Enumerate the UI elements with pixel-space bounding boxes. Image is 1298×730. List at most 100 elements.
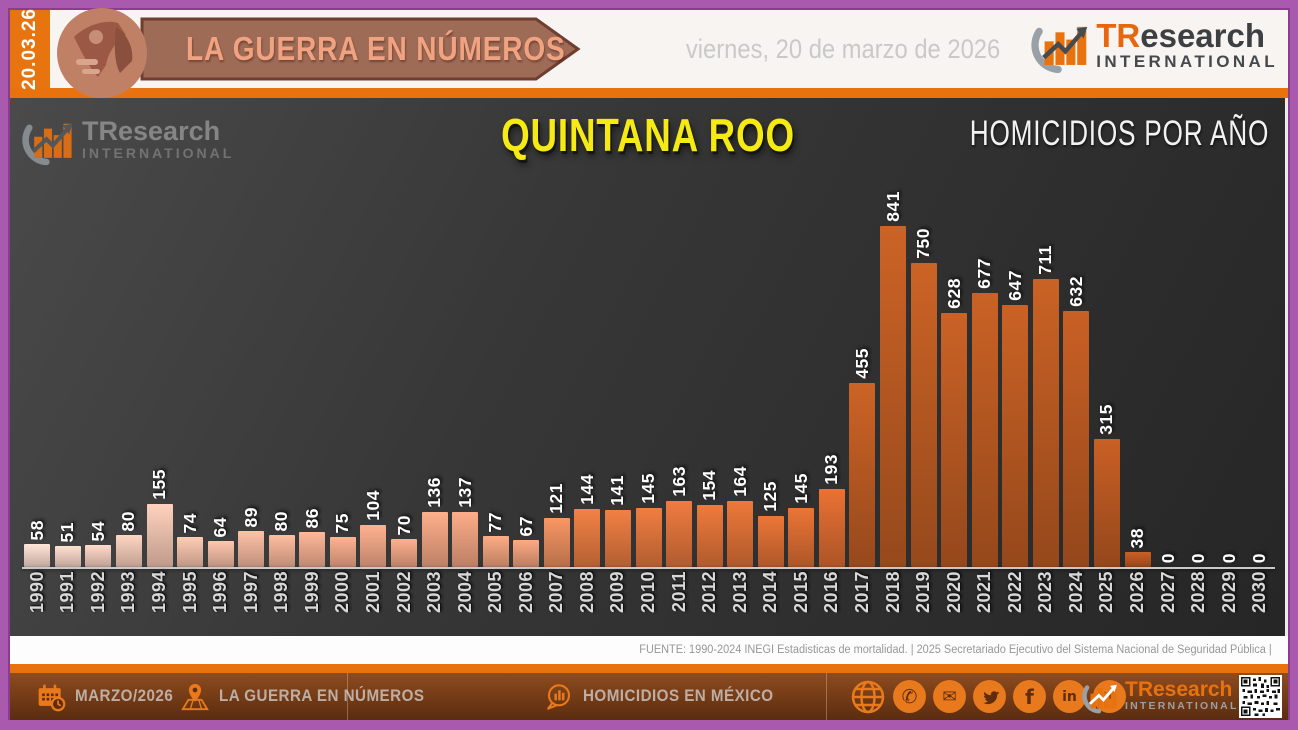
year-label: 2014	[760, 571, 781, 614]
bar-1992	[85, 545, 112, 567]
year-column: 2012	[694, 571, 725, 633]
year-label: 2001	[362, 571, 383, 614]
year-label: 1993	[118, 571, 139, 614]
x-axis-baseline	[22, 567, 1275, 569]
year-label: 2004	[454, 571, 475, 614]
year-column: 2029	[1214, 571, 1245, 633]
year-label: 2024	[1065, 571, 1086, 614]
bar-value-label: 0	[1188, 552, 1209, 563]
year-column: 1990	[22, 571, 53, 633]
bar-value-label: 711	[1035, 245, 1056, 275]
year-column: 2022	[1000, 571, 1031, 633]
linkedin-glyph: in	[1062, 688, 1077, 705]
banner-title: LA GUERRA EN NÚMEROS	[186, 30, 566, 67]
bar-column: 74	[175, 513, 206, 567]
bar-column: 125	[756, 481, 787, 567]
bar-column: 632	[1061, 276, 1092, 567]
year-label: 2015	[790, 571, 811, 614]
bar-value-label: 70	[393, 514, 414, 535]
bar-2002	[391, 539, 418, 567]
bar-column: 0	[1183, 553, 1214, 567]
bar-value-label: 155	[149, 469, 170, 500]
bar-2008	[574, 509, 601, 567]
bar-value-label: 54	[87, 520, 108, 541]
brand-rest: esearch	[118, 116, 221, 147]
bar-column: 141	[603, 475, 634, 567]
orange-strip-bottom	[10, 664, 1288, 673]
footer-topic-label: HOMICIDIOS EN MÉXICO	[583, 687, 774, 705]
footer-divider	[347, 673, 348, 720]
email-icon[interactable]: ✉	[933, 680, 966, 713]
year-column: 1991	[53, 571, 84, 633]
year-label: 1997	[240, 571, 261, 614]
tresearch-logo-footer: TResearch INTERNATIONAL	[1082, 678, 1239, 714]
bar-value-label: 80	[118, 510, 139, 531]
year-column: 1999	[297, 571, 328, 633]
bar-column: 137	[450, 477, 481, 567]
phone-icon[interactable]: ✆	[893, 680, 926, 713]
year-column: 2026	[1122, 571, 1153, 633]
bar-value-label: 75	[332, 512, 353, 533]
bar-2011	[666, 501, 693, 567]
year-label: 2023	[1035, 571, 1056, 614]
globe-icon[interactable]	[850, 679, 886, 715]
bar-value-label: 64	[210, 516, 231, 537]
bar-2019	[910, 263, 937, 567]
year-column: 2009	[603, 571, 634, 633]
bar-column: 89	[236, 507, 267, 567]
bar-column: 164	[725, 466, 756, 567]
footer-month: MARZO/2026	[36, 673, 182, 720]
year-column: 1992	[83, 571, 114, 633]
bar-column: 145	[786, 473, 817, 567]
bar-column: 144	[572, 474, 603, 567]
bar-value-label: 315	[1096, 404, 1117, 435]
bar-column: 80	[114, 511, 145, 567]
facebook-icon[interactable]: f	[1013, 680, 1046, 713]
twitter-icon[interactable]	[973, 680, 1006, 713]
year-label: 2016	[821, 571, 842, 614]
bar-1996	[207, 541, 234, 567]
year-label: 2027	[1157, 571, 1178, 614]
year-label: 1999	[301, 571, 322, 614]
bar-value-label: 145	[790, 473, 811, 504]
footer-topic: HOMICIDIOS EN MÉXICO	[544, 673, 790, 720]
bar-column: 70	[389, 515, 420, 567]
bar-column: 104	[358, 490, 389, 567]
tresearch-icon	[1031, 26, 1088, 74]
bar-column: 193	[817, 454, 848, 567]
bar-2020	[941, 313, 968, 567]
linkedin-icon[interactable]: in	[1053, 680, 1086, 713]
year-label: 2028	[1188, 571, 1209, 614]
bar-column: 64	[205, 517, 236, 567]
bar-value-label: 136	[424, 477, 445, 508]
bar-value-label: 77	[485, 511, 506, 532]
bar-2023	[1032, 279, 1059, 567]
year-column: 2016	[817, 571, 848, 633]
year-column: 2010	[633, 571, 664, 633]
calendar-clock-icon	[38, 684, 66, 711]
bar-2005	[482, 536, 509, 567]
year-column: 2014	[756, 571, 787, 633]
plot: 58 51 54 80 155 74 64 89 80 86 75 104 70 136 137 77 67 12…	[22, 98, 1275, 636]
bar-value-label: 163	[668, 466, 689, 497]
year-label: 2006	[515, 571, 536, 614]
tresearch-icon	[22, 123, 73, 166]
bar-2010	[635, 508, 662, 567]
year-label: 1991	[57, 571, 78, 614]
year-column: 2002	[389, 571, 420, 633]
bar-value-label: 89	[240, 506, 261, 527]
year-label: 1990	[26, 571, 47, 614]
bar-column: 677	[969, 258, 1000, 567]
watermark-wordmark: TResearch INTERNATIONAL	[82, 118, 234, 162]
tresearch-wordmark: TResearch INTERNATIONAL	[1096, 19, 1278, 72]
brand-rest: esearch	[1140, 16, 1265, 54]
bar-value-label: 104	[362, 490, 383, 521]
year-column: 2006	[511, 571, 542, 633]
bar-column: 121	[542, 483, 573, 567]
bar-2003	[421, 512, 448, 567]
bar-value-label: 164	[729, 466, 750, 497]
bar-value-label: 125	[760, 481, 781, 512]
bar-value-label: 121	[546, 483, 567, 514]
bar-column: 315	[1092, 404, 1123, 567]
year-column: 1993	[114, 571, 145, 633]
